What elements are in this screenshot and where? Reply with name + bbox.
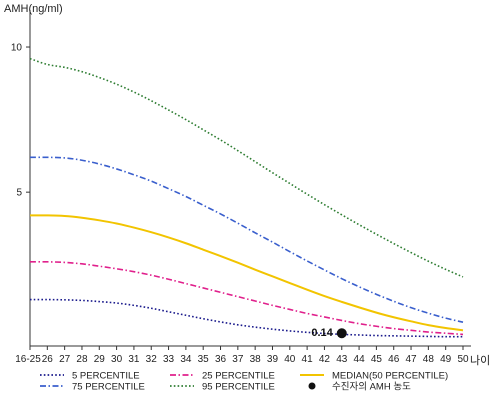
series-line-75-percentile [29,156,464,323]
x-tick-label: 43 [336,354,348,365]
x-tick-label: 34 [180,354,192,365]
x-tick-label: 44 [354,354,366,365]
marker-layer: 0.14 [311,327,347,339]
series-line-95-percentile [29,57,464,278]
y-tick-label: 10 [11,43,23,54]
x-tick-label: 50 [457,354,469,365]
series-lines [29,57,464,338]
x-tick-label: 16-25 [15,354,41,365]
x-tick-label: 41 [302,354,314,365]
legend-label: 25 PERCENTILE [202,371,275,382]
x-tick-label: 42 [319,354,331,365]
legend-marker-swatch [308,382,316,390]
series-line-25-percentile [29,260,464,336]
legend-label: 수진자의 AMH 농도 [332,382,411,393]
legend: 5 PERCENTILE 25 PERCENTILE MEDIAN(50 PERCE… [40,371,448,393]
x-tick-label: 46 [388,354,400,365]
x-tick-label: 30 [111,354,123,365]
x-tick-label: 37 [232,354,244,365]
x-tick-label: 33 [163,354,175,365]
y-tick-label: 5 [16,188,22,199]
x-tick-label: 31 [128,354,140,365]
legend-label: MEDIAN(50 PERCENTILE) [332,371,448,382]
patient-amh-marker [336,328,347,339]
x-tick-label: 40 [284,354,296,365]
x-tick-label: 38 [250,354,262,365]
series-line-5-percentile [29,298,464,338]
x-tick-label: 49 [440,354,452,365]
x-tick-label: 27 [59,354,71,365]
legend-label: 95 PERCENTILE [202,382,275,393]
x-axis-title: 나이 [470,354,490,367]
x-tick-label: 29 [94,354,106,365]
series-line-median-50-percentile [29,214,464,332]
x-tick-label: 28 [76,354,88,365]
x-tick-label: 47 [405,354,417,365]
x-tick-label: 35 [198,354,210,365]
x-tick-label: 26 [42,354,54,365]
legend-label: 75 PERCENTILE [72,382,145,393]
x-tick-label: 32 [146,354,158,365]
x-tick-label: 45 [371,354,383,365]
patient-amh-value-label: 0.14 [311,327,333,339]
y-axis-title: AMH(ng/ml) [4,3,63,15]
legend-label: 5 PERCENTILE [72,371,140,382]
axes: AMH(ng/ml) 나이 5 10 16-25 26 27 28 29 30 31 32 33 34 35… [4,3,490,367]
x-tick-label: 48 [423,354,435,365]
x-tick-label: 36 [215,354,227,365]
x-tick-label: 39 [267,354,279,365]
